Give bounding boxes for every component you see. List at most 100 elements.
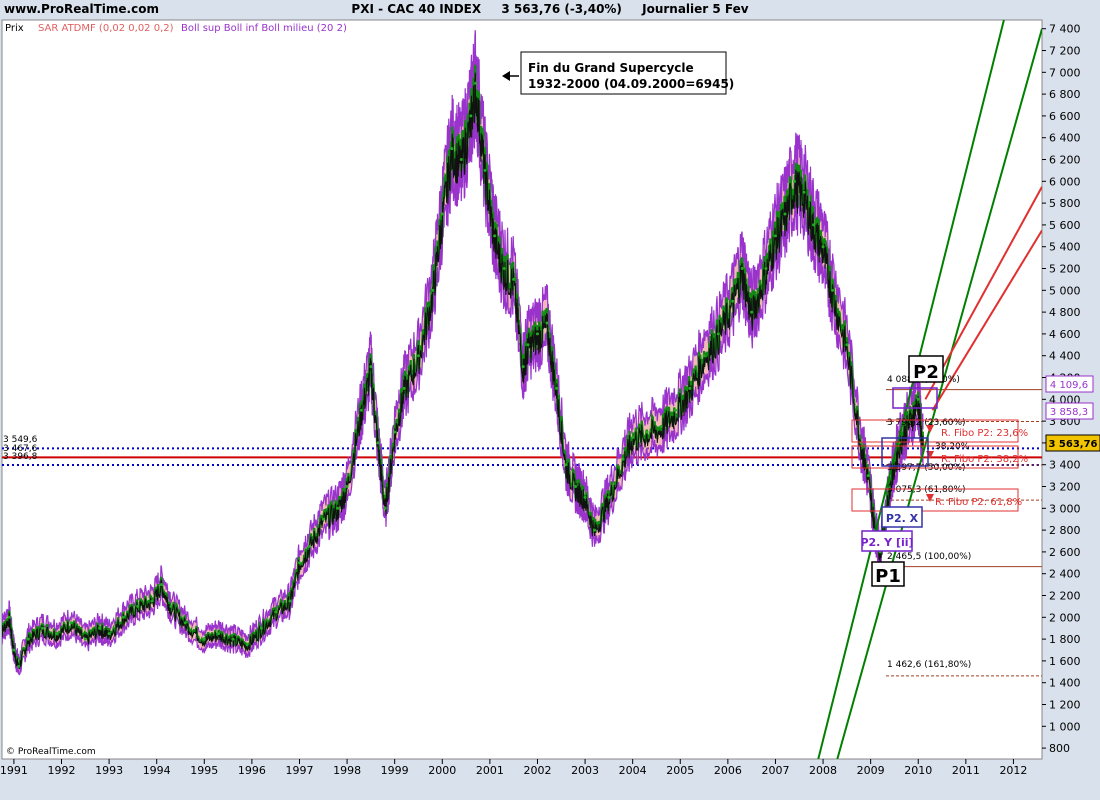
y-tick-label: 3 000 [1049,502,1081,515]
price-point [521,365,525,369]
fib-label-38: 38,20% [935,442,970,452]
price-tags: 4 109,6 3 858,3 3 563,76 [1045,375,1100,452]
price-point [631,435,635,439]
x-tick-label: 2001 [476,764,504,777]
price-point [55,632,59,636]
price-point [831,288,835,292]
y-tick-label: 1 400 [1049,677,1081,690]
down-arrow-icon [926,425,934,433]
price-point [26,637,30,641]
price-point [526,343,530,347]
y-tick-label: 4 600 [1049,328,1081,341]
annotation-box [520,51,727,95]
wave-p2: P2 [913,362,939,383]
annotation-arrowhead [502,71,510,81]
price-point [583,495,587,499]
price-point [121,615,125,619]
price-point [493,234,497,238]
fibo-retrace-2: R. Fibo P2: 38,2% [941,454,1028,465]
price-point [502,267,506,271]
y-tick-label: 1 600 [1049,655,1081,668]
site-name: www.ProRealTime.com [4,2,159,16]
x-tick-label: 2012 [999,764,1027,777]
y-tick-label: 2 200 [1049,590,1081,603]
price-point [7,615,11,619]
price-point [512,277,516,281]
y-tick-label: 3 200 [1049,481,1081,494]
price-point [564,463,568,467]
annotation-line2: 1932-2000 (04.09.2000=6945) [528,77,734,91]
x-tick-label: 2011 [952,764,980,777]
price-point [802,190,806,194]
price-point [916,397,920,401]
annotation-line1: Fin du Grand Supercycle [528,61,694,75]
price-point [731,299,735,303]
price-point [574,485,578,489]
fibo-retrace-1: R. Fibo P2: 23,6% [941,428,1028,439]
price-point [402,386,406,390]
x-tick-label: 2002 [523,764,551,777]
x-tick-label: 1997 [285,764,313,777]
wave-labels: P2 P2. Y [ii] P2. X P1 [860,355,944,587]
price-point [359,408,363,412]
price-point [245,643,249,647]
instrument-name: PXI - CAC 40 INDEX [351,2,482,16]
x-tick-label: 1998 [333,764,361,777]
x-tick-label: 1991 [0,764,28,777]
y-tick-label: 3 400 [1049,459,1081,472]
wave-p2x: P2. X [886,512,919,525]
fib-label-100: 2 465,5 (100,00%) [887,552,971,562]
price-point [812,223,816,227]
x-tick-label: 1995 [190,764,218,777]
y-tick-label: 7 200 [1049,45,1081,58]
fib-label-161: 1 462,6 (161,80%) [887,660,971,670]
price-point [259,626,263,630]
price-point [440,212,444,216]
y-tick-label: 5 200 [1049,263,1081,276]
price-tag-1 [1045,375,1094,393]
wave-p2-sub-box [892,387,938,409]
x-tick-label: 1994 [143,764,171,777]
left-level-2: 3 467,6 [3,444,38,454]
price-point [702,354,706,358]
y-tick-label: 1 800 [1049,633,1081,646]
x-tick-label: 2003 [571,764,599,777]
price-point [431,288,435,292]
price-point [12,648,16,652]
x-tick-label: 2000 [428,764,456,777]
wave-p2y: P2. Y [ii] [860,536,913,549]
price-point [383,506,387,510]
period-label: Journalier 5 Fev [642,2,749,16]
fibo-box-1 [851,419,1019,443]
x-tick-label: 2005 [666,764,694,777]
price-point [688,386,692,390]
x-tick-label: 1999 [381,764,409,777]
channel-line [931,229,1042,411]
price-point [69,621,73,625]
price-tag-current [1045,434,1100,452]
y-tick-label: 6 600 [1049,110,1081,123]
price-point [202,637,206,641]
price-point [159,583,163,587]
price-point [593,528,597,532]
x-tick-label: 2006 [714,764,742,777]
y-tick-label: 6 400 [1049,132,1081,145]
x-tick-label: 1992 [47,764,75,777]
y-tick-label: 4 800 [1049,306,1081,319]
y-tick-label: 4 400 [1049,350,1081,363]
channel-line [924,186,1042,400]
channel-line [817,20,1005,759]
y-tick-label: 5 800 [1049,197,1081,210]
price-point [474,81,478,85]
price-point [17,664,21,668]
fib-label-23: 3 796,2 (23,60%) [887,418,966,428]
x-axis: 1991 1992 1993 1994 1995 1996 1997 1998 1999 2000… [0,759,1027,777]
y-tick-label: 2 800 [1049,524,1081,537]
y-tick-label: 800 [1049,742,1070,755]
price-point [416,354,420,358]
price-point [535,332,539,336]
price-point [555,386,559,390]
price-point [792,179,796,183]
legend-bollinger: Boll sup Boll inf Boll milieu (20 2) [181,23,347,34]
